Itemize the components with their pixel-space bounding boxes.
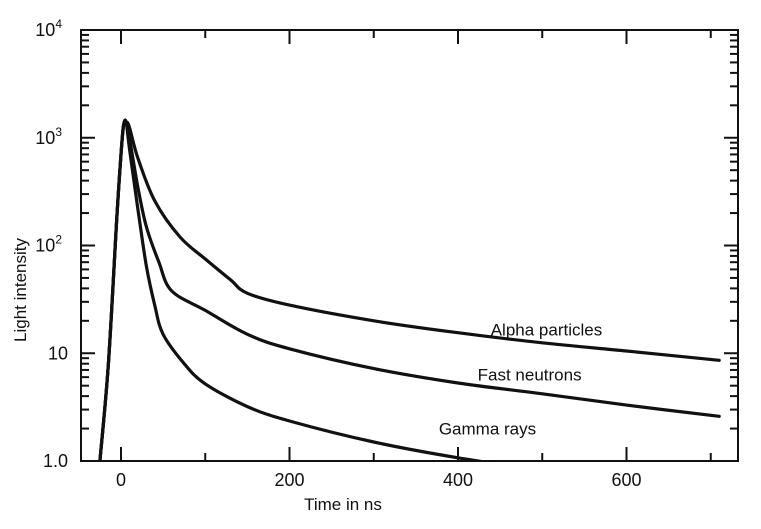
y-tick-label: 1.0 (43, 451, 68, 471)
y-axis-title: Light intensity (11, 238, 30, 342)
series-line-0 (98, 119, 721, 461)
x-tick-label: 0 (116, 470, 126, 490)
series-label: Gamma rays (439, 419, 536, 438)
series-line-1 (98, 119, 721, 461)
series-line-2 (98, 118, 489, 461)
x-axis-title: Time in ns (304, 495, 382, 514)
series-labels: Alpha particles Fast neutrons Gamma rays (439, 321, 602, 439)
x-axis-ticks (120, 30, 712, 461)
y-tick-labels: 1.0 10 102 103 104 (35, 17, 68, 471)
y-tick-label: 103 (35, 125, 62, 148)
series-label: Alpha particles (491, 321, 603, 340)
x-tick-label: 200 (274, 470, 304, 490)
x-tick-labels: 0 200 400 600 (116, 470, 642, 490)
plot-frame (80, 29, 739, 462)
x-tick-label: 600 (611, 470, 641, 490)
y-tick-label: 104 (35, 17, 62, 40)
y-tick-label: 102 (35, 233, 62, 256)
y-tick-label: 10 (48, 343, 68, 363)
x-tick-label: 400 (443, 470, 473, 490)
series-curves (98, 118, 721, 461)
y-axis-ticks (81, 33, 738, 462)
series-label: Fast neutrons (478, 366, 582, 385)
